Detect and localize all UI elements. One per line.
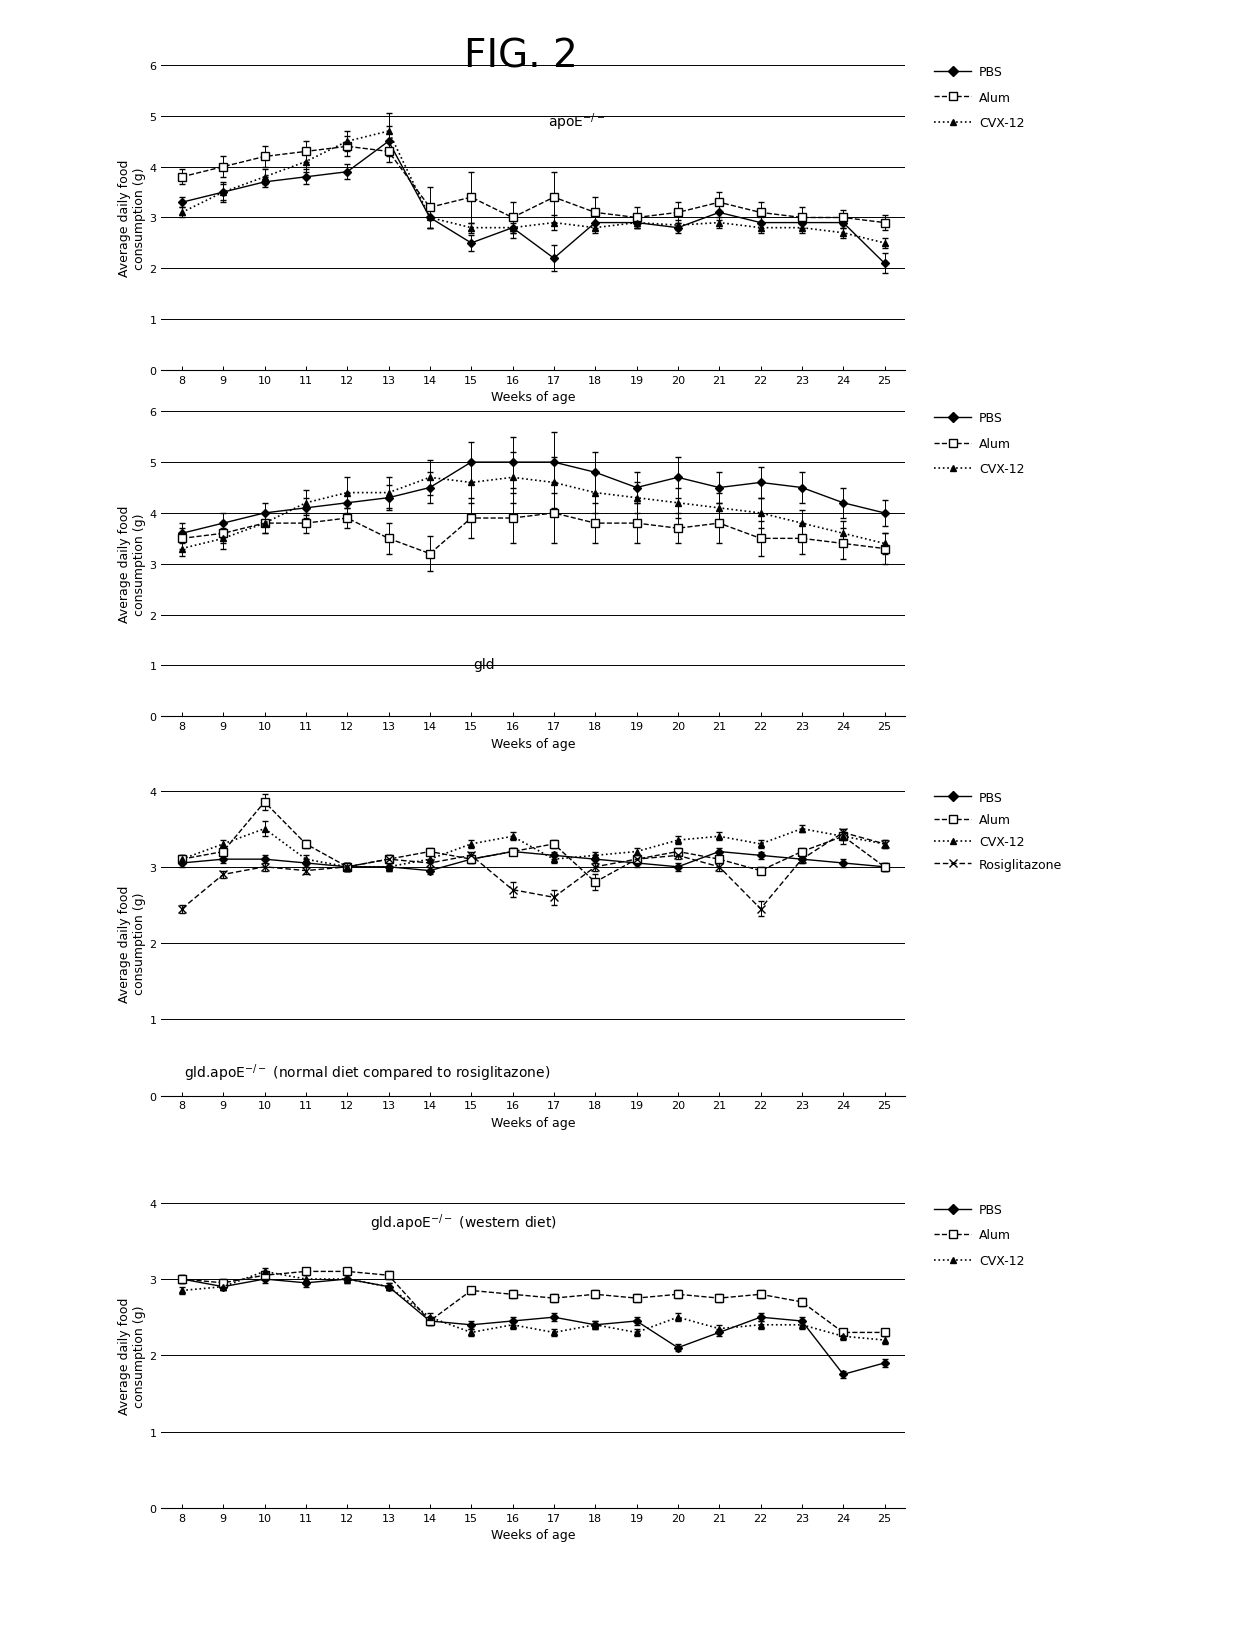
Legend: PBS, Alum, CVX-12: PBS, Alum, CVX-12	[934, 1203, 1024, 1267]
Legend: PBS, Alum, CVX-12: PBS, Alum, CVX-12	[934, 66, 1024, 130]
X-axis label: Weeks of age: Weeks of age	[491, 737, 575, 750]
Text: gld.apoE$^{-/-}$ (normal diet compared to rosiglitazone): gld.apoE$^{-/-}$ (normal diet compared t…	[184, 1063, 549, 1084]
Text: gld.apoE$^{-/-}$ (western diet): gld.apoE$^{-/-}$ (western diet)	[370, 1211, 557, 1233]
Text: apoE$^{-/-}$: apoE$^{-/-}$	[548, 112, 605, 133]
Y-axis label: Average daily food
consumption (g): Average daily food consumption (g)	[119, 160, 146, 277]
Y-axis label: Average daily food
consumption (g): Average daily food consumption (g)	[119, 1297, 146, 1414]
X-axis label: Weeks of age: Weeks of age	[491, 1116, 575, 1129]
X-axis label: Weeks of age: Weeks of age	[491, 391, 575, 404]
Y-axis label: Average daily food
consumption (g): Average daily food consumption (g)	[119, 885, 146, 1002]
Legend: PBS, Alum, CVX-12: PBS, Alum, CVX-12	[934, 412, 1024, 476]
Text: FIG. 2: FIG. 2	[464, 38, 578, 76]
X-axis label: Weeks of age: Weeks of age	[491, 1528, 575, 1541]
Text: gld: gld	[474, 658, 495, 671]
Y-axis label: Average daily food
consumption (g): Average daily food consumption (g)	[119, 506, 146, 623]
Legend: PBS, Alum, CVX-12, Rosiglitazone: PBS, Alum, CVX-12, Rosiglitazone	[934, 791, 1061, 872]
